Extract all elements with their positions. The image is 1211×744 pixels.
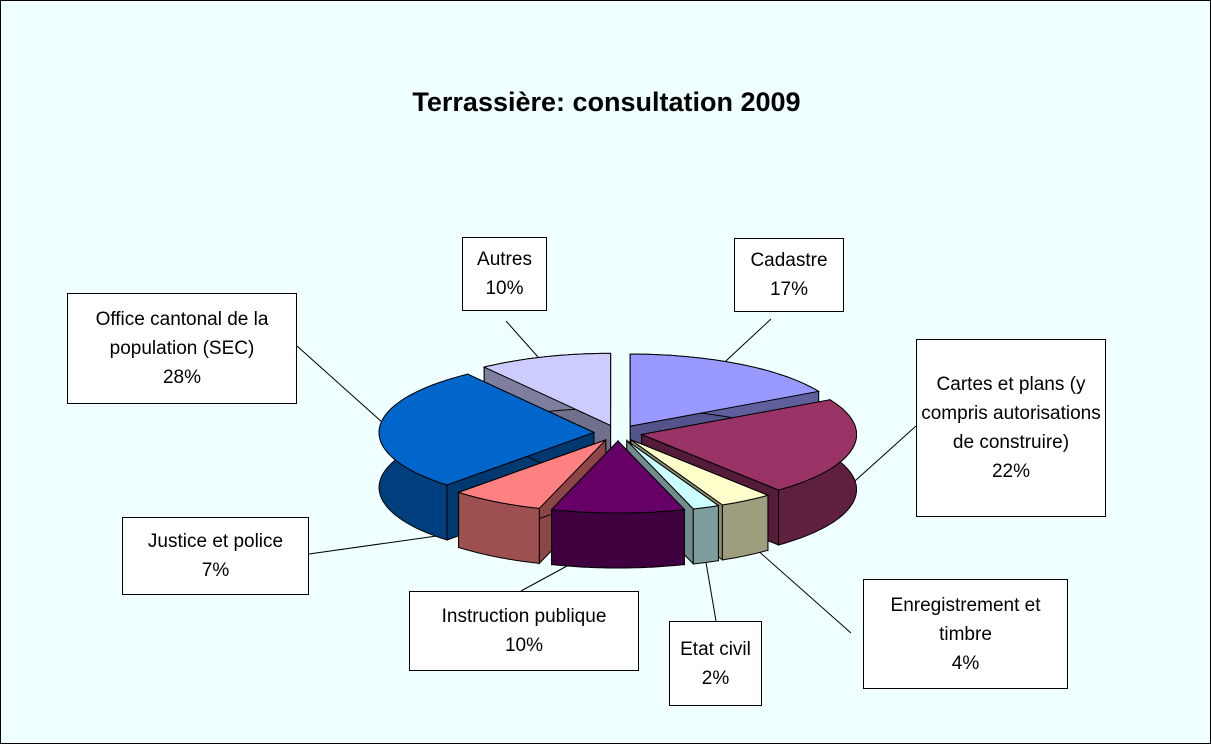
value-label: 10% <box>485 278 524 299</box>
category-label: Instruction publique <box>441 606 607 627</box>
category-label: Justice et police <box>147 531 284 552</box>
slice-outer-wall <box>721 494 769 561</box>
value-label: 2% <box>701 667 730 689</box>
value-label: 22% <box>991 461 1031 482</box>
data-label: Etat civil 2% <box>669 621 762 706</box>
slice <box>550 440 686 514</box>
data-label: Enregistrement et timbre 4% <box>863 579 1068 689</box>
slice-outer-wall <box>551 508 685 569</box>
slice <box>630 439 770 506</box>
slice <box>378 373 596 486</box>
value-label: 17% <box>769 279 809 300</box>
value-label: 10% <box>504 635 544 656</box>
slice-group <box>550 439 686 569</box>
slice <box>626 440 720 510</box>
data-label: Cadastre 17% <box>734 238 844 312</box>
leader-line <box>845 425 917 490</box>
slice <box>482 352 612 427</box>
value-label: 7% <box>201 560 230 581</box>
data-label: Cartes et plans (y compris autorisations… <box>916 339 1106 517</box>
category-label: Cartes et plans (y compris autorisations… <box>921 374 1101 453</box>
data-label: Instruction publique 10% <box>409 591 639 671</box>
data-label: Autres 10% <box>462 237 547 311</box>
slice-outer-wall <box>692 505 719 565</box>
data-label: Justice et police 7% <box>122 517 309 595</box>
value-label: 4% <box>951 652 980 674</box>
category-label: Autres <box>477 249 532 270</box>
category-label: Enregistrement et timbre <box>890 594 1041 645</box>
chart-title: Terrassière: consultation 2009 <box>412 87 801 117</box>
value-label: 28% <box>162 367 202 388</box>
slice <box>639 399 857 491</box>
category-label: Office cantonal de la population (SEC) <box>95 309 269 359</box>
leader-line <box>296 345 384 424</box>
category-label: Etat civil <box>680 638 751 660</box>
slice <box>456 439 607 509</box>
data-label: Office cantonal de la population (SEC) 28… <box>67 293 297 404</box>
slice <box>629 353 820 427</box>
category-label: Cadastre <box>750 250 828 271</box>
